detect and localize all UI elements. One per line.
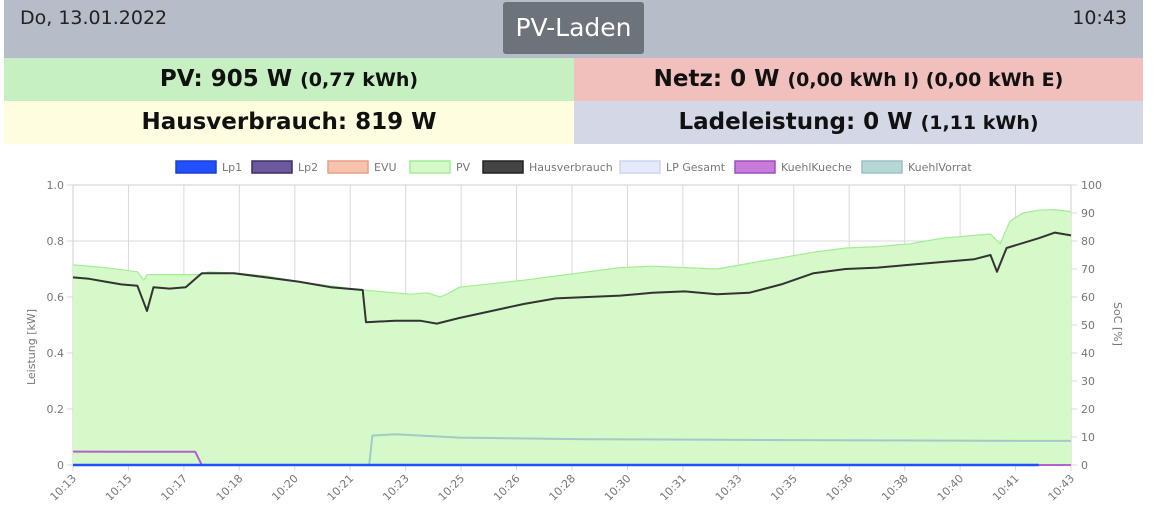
pv-power-label: PV: 905 W bbox=[159, 66, 293, 92]
netz-panel: Netz: 0 W (0,00 kWh I) (0,00 kWh E) bbox=[574, 58, 1143, 101]
x-tick-label: 10:41 bbox=[990, 472, 1022, 504]
netz-energy-label: (0,00 kWh I) (0,00 kWh E) bbox=[787, 69, 1064, 91]
y-tick-label: 0.4 bbox=[47, 347, 65, 360]
y2-tick-label: 80 bbox=[1081, 235, 1095, 248]
y-tick-label: 0.8 bbox=[47, 235, 65, 248]
legend-swatch-hausverbrauch bbox=[482, 160, 524, 174]
ladeleistung-power-label: Ladeleistung: 0 W bbox=[678, 109, 913, 135]
x-tick-label: 10:30 bbox=[602, 472, 634, 504]
x-tick-label: 10:28 bbox=[547, 472, 579, 504]
y2-tick-label: 0 bbox=[1081, 459, 1088, 472]
legend-swatch-kuehlkueche bbox=[734, 160, 776, 174]
x-tick-label: 10:13 bbox=[48, 472, 80, 504]
y2-tick-label: 40 bbox=[1081, 347, 1095, 360]
x-tick-label: 10:33 bbox=[713, 472, 745, 504]
legend-label: PV bbox=[456, 161, 471, 174]
x-tick-label: 10:26 bbox=[491, 472, 523, 504]
legend-label: KuehlVorrat bbox=[908, 161, 972, 174]
legend-swatch-lp1 bbox=[175, 160, 217, 174]
pv-energy-label: (0,77 kWh) bbox=[300, 69, 419, 91]
x-tick-label: 10:18 bbox=[214, 472, 246, 504]
hausverbrauch-panel: Hausverbrauch: 819 W bbox=[4, 101, 574, 144]
x-tick-label: 10:21 bbox=[325, 472, 357, 504]
y2-tick-label: 70 bbox=[1081, 263, 1095, 276]
pv-panel: PV: 905 W (0,77 kWh) bbox=[4, 58, 574, 101]
legend-swatch-kuehlvorrat bbox=[861, 160, 903, 174]
y2-tick-label: 20 bbox=[1081, 403, 1095, 416]
legend-label: Lp2 bbox=[298, 161, 318, 174]
x-tick-label: 10:38 bbox=[879, 472, 911, 504]
series-area-pv bbox=[73, 209, 1071, 465]
netz-power-label: Netz: 0 W bbox=[653, 66, 780, 92]
date-display: Do, 13.01.2022 bbox=[20, 7, 168, 29]
x-tick-label: 10:36 bbox=[824, 472, 856, 504]
y-axis-label: Leistung [kW] bbox=[25, 309, 38, 385]
legend-label: Hausverbrauch bbox=[529, 161, 613, 174]
x-tick-label: 10:15 bbox=[103, 472, 135, 504]
top-bar: Do, 13.01.2022 PV-Laden 10:43 bbox=[4, 0, 1143, 58]
y2-axis-label: SoC [%] bbox=[1111, 302, 1124, 346]
legend-label: Lp1 bbox=[222, 161, 242, 174]
legend-swatch-pv bbox=[409, 160, 451, 174]
y-tick-label: 0.2 bbox=[47, 403, 65, 416]
chart-series bbox=[72, 209, 1072, 467]
legend-label: LP Gesamt bbox=[666, 161, 726, 174]
y-tick-label: 0 bbox=[57, 459, 64, 472]
page-title-button[interactable]: PV-Laden bbox=[503, 2, 644, 54]
legend-label: KuehlKueche bbox=[781, 161, 852, 174]
x-tick-label: 10:25 bbox=[436, 472, 468, 504]
chart-legend: Lp1 Lp2 EVU PV Hausverbrauch LP Gesamt KuehlKu… bbox=[175, 160, 972, 174]
legend-swatch-evu bbox=[327, 160, 369, 174]
y2-tick-label: 90 bbox=[1081, 207, 1095, 220]
y2-tick-label: 10 bbox=[1081, 431, 1095, 444]
y-tick-label: 0.6 bbox=[47, 291, 65, 304]
y2-tick-label: 60 bbox=[1081, 291, 1095, 304]
legend-label: EVU bbox=[374, 161, 397, 174]
hausverbrauch-power-label: Hausverbrauch: 819 W bbox=[141, 109, 437, 135]
x-tick-label: 10:40 bbox=[935, 472, 967, 504]
series-line-kuehlvorrat bbox=[73, 433, 1071, 466]
x-tick-label: 10:31 bbox=[657, 472, 689, 504]
x-tick-label: 10:23 bbox=[380, 472, 412, 504]
x-tick-label: 10:17 bbox=[158, 472, 190, 504]
x-tick-label: 10:35 bbox=[768, 472, 800, 504]
y2-tick-label: 50 bbox=[1081, 319, 1095, 332]
power-chart[interactable]: Lp1 Lp2 EVU PV Hausverbrauch LP Gesamt KuehlKu… bbox=[0, 150, 1162, 506]
ladeleistung-energy-label: (1,11 kWh) bbox=[920, 112, 1039, 134]
legend-swatch-lp2 bbox=[251, 160, 293, 174]
y2-tick-label: 30 bbox=[1081, 375, 1095, 388]
ladeleistung-panel: Ladeleistung: 0 W (1,11 kWh) bbox=[574, 101, 1143, 144]
x-tick-label: 10:20 bbox=[269, 472, 301, 504]
time-display: 10:43 bbox=[1072, 7, 1127, 29]
x-tick-label: 10:43 bbox=[1046, 472, 1078, 504]
series-line-hausverbrauch bbox=[72, 231, 1072, 325]
y2-tick-label: 100 bbox=[1081, 179, 1102, 192]
y-tick-label: 1.0 bbox=[47, 179, 65, 192]
legend-swatch-lp-gesamt bbox=[619, 160, 661, 174]
